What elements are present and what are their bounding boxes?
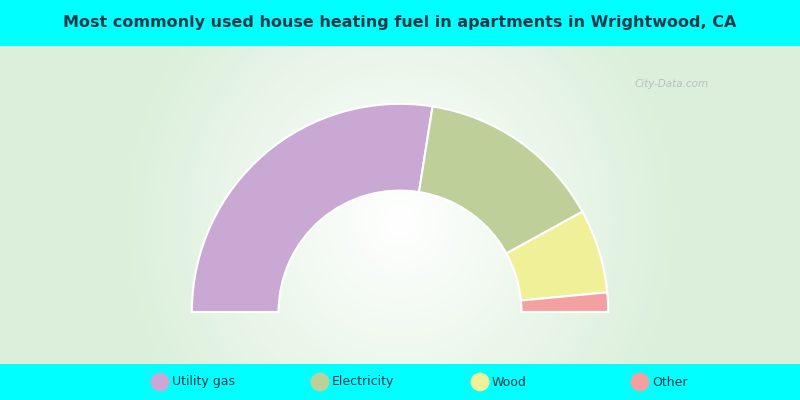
- Text: Other: Other: [652, 376, 687, 388]
- Text: Utility gas: Utility gas: [172, 376, 235, 388]
- Ellipse shape: [151, 373, 169, 391]
- Wedge shape: [521, 292, 608, 312]
- Ellipse shape: [311, 373, 329, 391]
- Ellipse shape: [471, 373, 489, 391]
- Ellipse shape: [631, 373, 649, 391]
- Wedge shape: [506, 212, 607, 300]
- Text: Wood: Wood: [492, 376, 527, 388]
- Text: Electricity: Electricity: [332, 376, 394, 388]
- Text: City-Data.com: City-Data.com: [635, 79, 709, 89]
- Text: Most commonly used house heating fuel in apartments in Wrightwood, CA: Most commonly used house heating fuel in…: [63, 14, 737, 30]
- Wedge shape: [192, 104, 433, 312]
- Wedge shape: [419, 106, 582, 254]
